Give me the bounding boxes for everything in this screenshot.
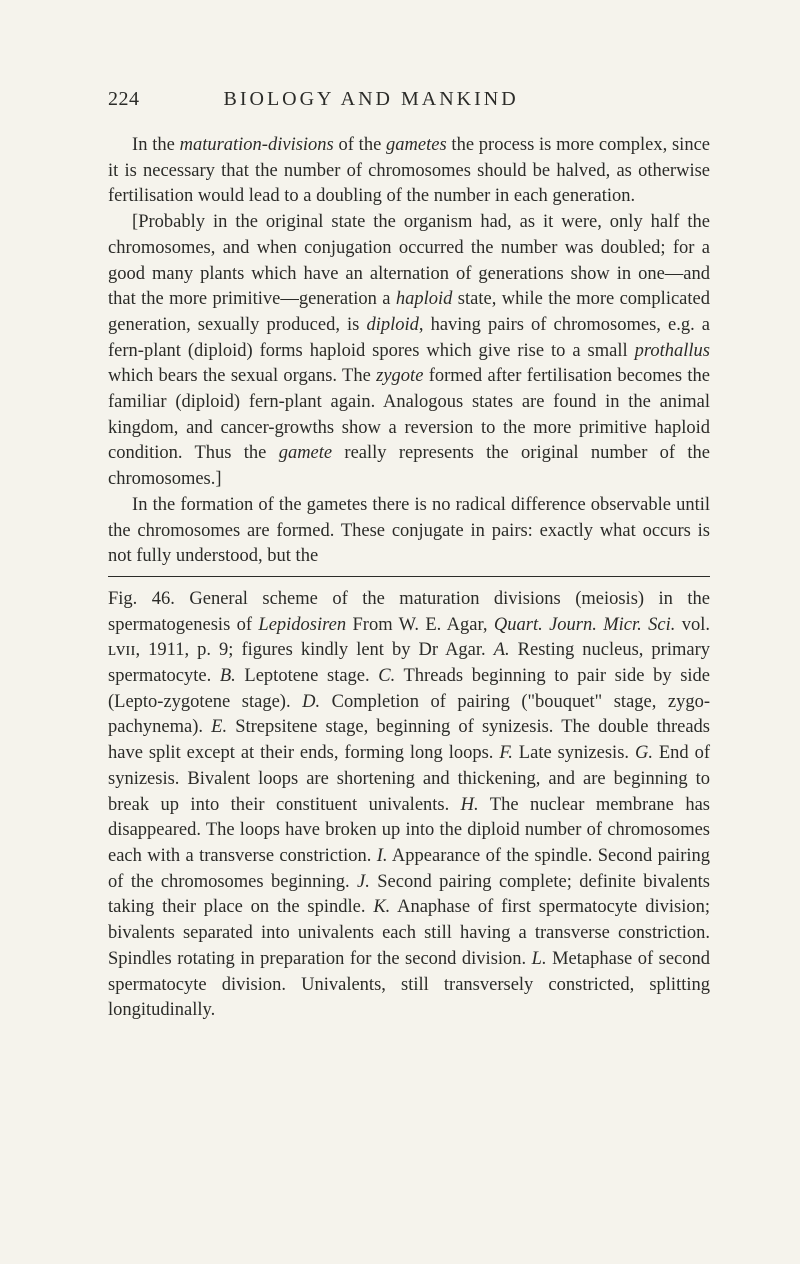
page-number: 224 [108,88,140,111]
paragraph-2: [Probably in the original state the orga… [108,210,710,493]
body-text: In the maturation-divisions of the gamet… [108,133,710,570]
paragraph-1: In the maturation-divisions of the gamet… [108,133,710,210]
figure-caption: Fig. 46. General scheme of the maturatio… [108,587,710,1024]
book-title: BIOLOGY AND MANKIND [224,88,519,111]
horizontal-rule [108,576,710,577]
running-header: 224 BIOLOGY AND MANKIND [108,88,710,111]
paragraph-3: In the formation of the gametes there is… [108,493,710,570]
